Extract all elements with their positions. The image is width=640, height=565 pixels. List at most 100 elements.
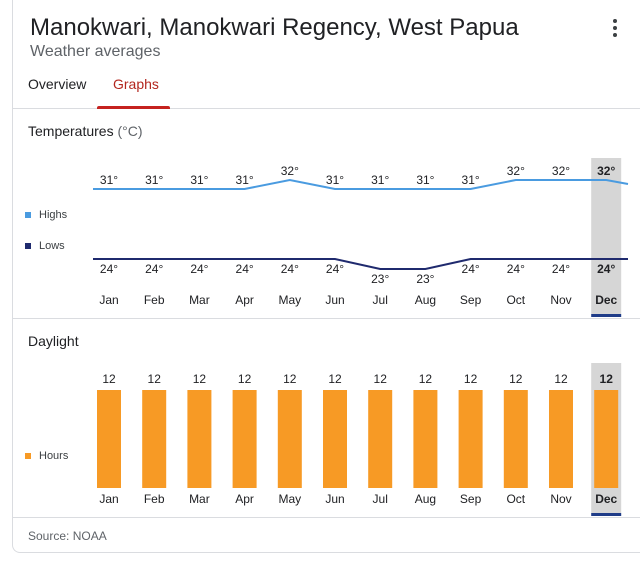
high-temp-label: 31°	[190, 173, 208, 187]
high-temp-label: 32°	[507, 164, 525, 178]
daylight-value-label: 12	[509, 372, 523, 386]
low-temp-label: 24°	[281, 262, 299, 276]
temp-month-label: Jul	[373, 293, 388, 307]
daylight-bar	[368, 390, 393, 488]
source-label: Source: NOAA	[28, 529, 107, 543]
daylight-value-label: 12	[102, 372, 116, 386]
daylight-bar	[549, 390, 573, 488]
selected-month-band	[591, 158, 622, 314]
daylight-month-label: Oct	[506, 492, 525, 506]
daylight-month-label: Jun	[325, 492, 344, 506]
temp-month-label: Oct	[506, 293, 525, 307]
daylight-value-label: 12	[600, 372, 614, 386]
daylight-month-label: Jul	[373, 492, 388, 506]
tab-graphs[interactable]: Graphs	[113, 76, 159, 92]
daylight-value-label: 12	[419, 372, 433, 386]
legend-highs-label: Highs	[39, 209, 68, 221]
daylight-bar	[97, 390, 121, 488]
daylight-bar	[594, 390, 619, 488]
selected-month-indicator	[591, 513, 622, 516]
daylight-bar	[413, 390, 438, 488]
daylight-value-label: 12	[148, 372, 162, 386]
daylight-bar	[458, 390, 483, 488]
lows-swatch	[25, 243, 31, 249]
temperatures-title: Temperatures (°C)	[28, 123, 143, 139]
temp-month-label: Apr	[235, 293, 254, 307]
high-temp-label: 31°	[145, 173, 163, 187]
page-title: Manokwari, Manokwari Regency, West Papua	[30, 14, 519, 41]
selected-month-indicator	[591, 314, 622, 317]
page-subtitle: Weather averages	[30, 43, 161, 60]
legend-highs: Highs	[25, 209, 67, 221]
legend-lows: Lows	[25, 240, 65, 252]
temp-month-label: Feb	[144, 293, 165, 307]
highs-swatch	[25, 212, 31, 218]
low-temp-label: 23°	[371, 272, 389, 286]
daylight-month-label: May	[278, 492, 301, 506]
high-temp-label: 31°	[326, 173, 344, 187]
active-tab-indicator	[97, 106, 170, 109]
temperatures-unit: (°C)	[117, 123, 143, 139]
temp-month-label: Jun	[325, 293, 344, 307]
low-temp-label: 24°	[326, 262, 344, 276]
low-temp-label: 24°	[190, 262, 208, 276]
more-options-icon[interactable]	[605, 16, 625, 42]
lows-line	[93, 258, 628, 270]
low-temp-label: 24°	[236, 262, 254, 276]
temp-month-label: May	[278, 293, 301, 307]
hours-swatch	[25, 453, 31, 459]
daylight-month-label: Feb	[144, 492, 165, 506]
daylight-month-label: Dec	[595, 492, 617, 506]
tab-overview[interactable]: Overview	[28, 76, 87, 92]
daylight-bar	[232, 390, 257, 488]
daylight-month-label: Nov	[550, 492, 571, 506]
high-temp-label: 31°	[100, 173, 118, 187]
high-temp-label: 31°	[416, 173, 434, 187]
daylight-month-label: Apr	[235, 492, 254, 506]
daylight-value-label: 12	[238, 372, 252, 386]
legend-lows-label: Lows	[39, 240, 65, 252]
temperature-chart: 31° 31° 31° 31° 32° 31° 31° 31° 31° 32° 32° 32° 24° 2…	[93, 158, 629, 317]
low-temp-label: 24°	[597, 262, 615, 276]
low-temp-label: 24°	[145, 262, 163, 276]
temp-month-label: Nov	[550, 293, 571, 307]
daylight-bar	[323, 390, 347, 488]
daylight-bar	[187, 390, 212, 488]
daylight-month-label: Jan	[99, 492, 118, 506]
daylight-month-label: Aug	[415, 492, 436, 506]
high-temp-label: 31°	[236, 173, 254, 187]
temp-month-label: Jan	[99, 293, 118, 307]
temperatures-title-text: Temperatures	[28, 123, 114, 139]
daylight-month-label: Mar	[189, 492, 210, 506]
high-temp-label: 31°	[371, 173, 389, 187]
daylight-value-label: 12	[193, 372, 207, 386]
low-temp-label: 24°	[100, 262, 118, 276]
highs-line	[93, 178, 629, 190]
temp-month-label: Aug	[415, 293, 436, 307]
low-temp-label: 23°	[416, 272, 434, 286]
temp-month-label: Mar	[189, 293, 210, 307]
section-divider	[12, 318, 640, 319]
daylight-value-label: 12	[328, 372, 342, 386]
daylight-bar	[277, 390, 302, 488]
low-temp-label: 24°	[552, 262, 570, 276]
daylight-value-label: 12	[283, 372, 297, 386]
footer-divider	[12, 517, 640, 518]
daylight-bar	[503, 390, 528, 488]
tab-bar: Overview Graphs	[12, 64, 640, 109]
temp-month-label: Dec	[595, 293, 617, 307]
high-temp-label: 32°	[552, 164, 570, 178]
temp-month-label: Sep	[460, 293, 482, 307]
daylight-value-label: 12	[554, 372, 568, 386]
daylight-month-label: Sep	[460, 492, 482, 506]
daylight-value-label: 12	[464, 372, 478, 386]
legend-hours: Hours	[25, 450, 68, 462]
daylight-chart: 12 12 12 12 12 12 12 12 12 12 12 12 Jan Feb Mar Apr May J…	[97, 363, 622, 516]
high-temp-label: 32°	[281, 164, 299, 178]
daylight-value-label: 12	[374, 372, 388, 386]
high-temp-label: 32°	[597, 164, 615, 178]
legend-hours-label: Hours	[39, 450, 69, 462]
high-temp-label: 31°	[462, 173, 480, 187]
daylight-bar	[142, 390, 167, 488]
low-temp-label: 24°	[462, 262, 480, 276]
